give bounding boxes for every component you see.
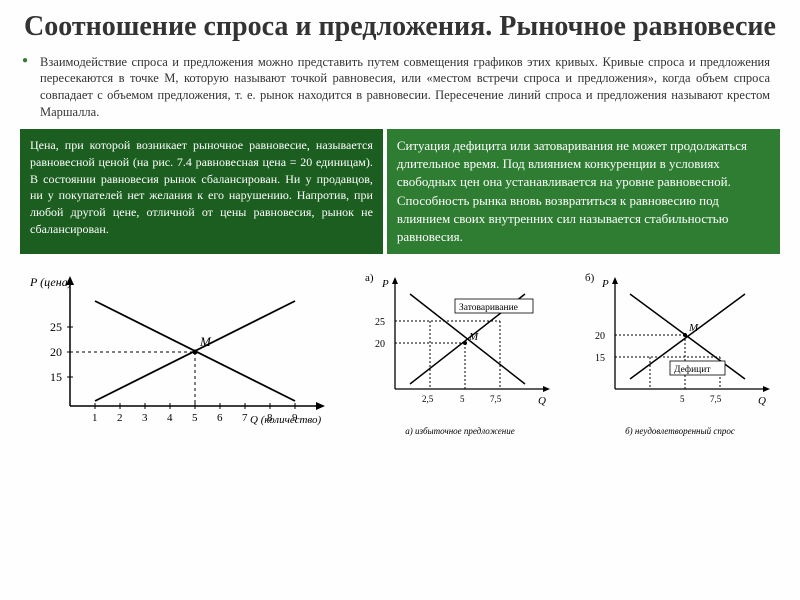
svg-text:3: 3	[142, 412, 148, 424]
deficit-chart: б) P Q 20 15 5 7,5	[580, 264, 780, 419]
equilibrium-price-box: Цена, при которой возникает рыночное рав…	[20, 129, 383, 254]
equilibrium-chart: P (цена) Q (количество) 15 20 25 1 2 3 4…	[20, 271, 340, 431]
deficit-chart-container: б) P Q 20 15 5 7,5	[580, 264, 780, 436]
surplus-chart: a) P Q 20 25 2,5 5 7,5	[360, 264, 560, 419]
svg-text:20: 20	[50, 345, 62, 359]
svg-text:25: 25	[50, 320, 62, 334]
svg-text:25: 25	[375, 317, 385, 328]
svg-text:7: 7	[242, 412, 248, 424]
svg-text:Дефицит: Дефицит	[674, 364, 711, 375]
svg-text:Q: Q	[758, 395, 766, 407]
svg-text:M: M	[468, 331, 479, 343]
svg-text:Q: Q	[538, 395, 546, 407]
main-chart-container: P (цена) Q (количество) 15 20 25 1 2 3 4…	[20, 271, 340, 436]
svg-text:5: 5	[680, 394, 685, 404]
svg-text:1: 1	[92, 412, 98, 424]
svg-text:M: M	[688, 322, 699, 334]
svg-text:P: P	[381, 278, 389, 290]
svg-text:6: 6	[217, 412, 223, 424]
svg-text:20: 20	[375, 339, 385, 350]
slide: Соотношение спроса и предложения. Рыночн…	[0, 0, 800, 600]
svg-text:б): б)	[585, 272, 595, 284]
svg-text:5: 5	[192, 412, 198, 424]
svg-text:7,5: 7,5	[710, 394, 722, 404]
svg-text:15: 15	[50, 370, 62, 384]
svg-text:2: 2	[117, 412, 123, 424]
svg-text:15: 15	[595, 353, 605, 364]
svg-text:a): a)	[365, 272, 374, 284]
svg-text:5: 5	[460, 394, 465, 404]
svg-text:20: 20	[595, 331, 605, 342]
deficit-caption: б) неудовлетворенный спрос	[580, 426, 780, 436]
svg-text:P: P	[601, 278, 609, 290]
svg-text:4: 4	[167, 412, 173, 424]
svg-text:9: 9	[292, 412, 298, 424]
info-boxes: Цена, при которой возникает рыночное рав…	[0, 127, 800, 258]
svg-text:2,5: 2,5	[422, 394, 434, 404]
y-axis-label: P (цена)	[29, 275, 72, 289]
main-paragraph: Взаимодействие спроса и предложения можн…	[0, 50, 800, 128]
surplus-chart-container: a) P Q 20 25 2,5 5 7,5	[360, 264, 560, 436]
surplus-caption: а) избыточное предложение	[360, 426, 560, 436]
x-axis-label: Q (количество)	[250, 414, 322, 426]
page-title: Соотношение спроса и предложения. Рыночн…	[0, 0, 800, 50]
stability-box: Ситуация дефицита или затоваривания не м…	[387, 129, 780, 254]
equilibrium-point-label: M	[199, 334, 212, 349]
charts-row: P (цена) Q (количество) 15 20 25 1 2 3 4…	[0, 258, 800, 446]
svg-text:8: 8	[267, 412, 273, 424]
svg-text:7,5: 7,5	[490, 394, 502, 404]
svg-text:Затоваривание: Затоваривание	[459, 303, 518, 313]
